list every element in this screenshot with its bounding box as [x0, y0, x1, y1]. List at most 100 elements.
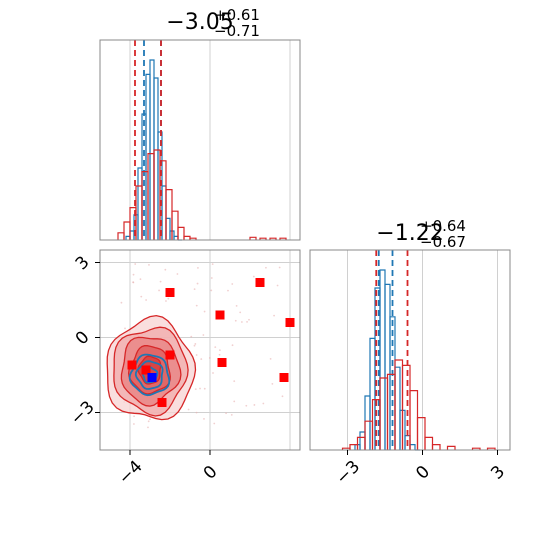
- p2-faint-sample: [132, 281, 135, 284]
- p2-ytick-label: −3: [67, 397, 99, 429]
- p2-faint-sample: [239, 311, 242, 314]
- p1-series-red-bar: [117, 232, 125, 240]
- p2-faint-sample: [276, 284, 279, 287]
- p2-faint-sample: [271, 382, 274, 385]
- p2-blue-marker: [147, 373, 157, 382]
- p2-faint-sample: [196, 282, 199, 285]
- p3-series-red-bar: [394, 359, 404, 450]
- p2-faint-sample: [252, 275, 255, 278]
- p3-series-blue-bar: [364, 395, 371, 450]
- p3-series-blue-bar: [394, 366, 401, 450]
- p2-faint-sample: [233, 400, 236, 403]
- p2-faint-sample: [165, 300, 167, 302]
- p2-faint-sample: [281, 395, 284, 398]
- p3-series-blue-bar: [409, 444, 416, 450]
- p2-faint-sample: [211, 263, 214, 266]
- p2-faint-sample: [246, 320, 248, 323]
- p1-frame: [99, 39, 301, 241]
- p1-series-red-bar: [123, 221, 131, 240]
- p2-faint-sample: [158, 289, 160, 292]
- p2-faint-sample: [149, 418, 151, 421]
- p2-faint-sample: [194, 388, 197, 391]
- p2-faint-sample: [278, 266, 281, 269]
- p2-faint-sample: [197, 267, 199, 269]
- marginal-histogram-param-2: −3 0 3: [309, 249, 511, 489]
- p2-faint-sample: [194, 343, 197, 345]
- p2-faint-sample: [193, 288, 196, 291]
- p1-series-red-bar: [183, 235, 191, 240]
- p2-faint-sample: [139, 278, 142, 281]
- p1-series-red-bar: [189, 237, 197, 240]
- panel2-title-sup: +0.64: [420, 217, 466, 235]
- p2-ytick-label: 0: [72, 327, 94, 349]
- p2-faint-sample: [202, 334, 205, 336]
- p2-red-marker: [141, 365, 151, 375]
- p2-red-marker: [157, 398, 167, 407]
- panel2-title-sub: −0.67: [420, 233, 466, 251]
- p2-red-marker: [217, 358, 227, 367]
- p2-faint-sample: [167, 297, 170, 300]
- p2-faint-sample: [208, 357, 211, 359]
- p2-faint-sample: [203, 418, 205, 420]
- p2-red-marker: [127, 360, 137, 370]
- p2-faint-sample: [193, 344, 196, 347]
- p1-series-red-bar: [177, 226, 185, 240]
- p2-faint-sample: [212, 372, 214, 374]
- p2-faint-sample: [148, 263, 150, 266]
- p3-series-red-bar: [364, 420, 374, 450]
- p2-faint-sample: [269, 358, 272, 360]
- p2-frame: [99, 249, 301, 451]
- panel1-title-value: −3.05: [166, 10, 233, 35]
- p2-faint-sample: [124, 327, 126, 330]
- p2-faint-sample: [199, 387, 201, 390]
- p2-faint-sample: [147, 420, 150, 423]
- p2-faint-sample: [120, 301, 123, 304]
- p2-faint-sample: [134, 263, 137, 265]
- p2-faint-sample: [210, 289, 213, 292]
- p2-faint-sample: [231, 344, 234, 347]
- p2-faint-sample: [248, 318, 250, 321]
- p1-series-red-bar: [135, 185, 143, 240]
- p2-faint-sample: [133, 423, 135, 425]
- p2-faint-sample: [273, 314, 275, 317]
- p2-xtick-label: 0: [200, 462, 222, 484]
- p2-faint-sample: [231, 283, 234, 285]
- p1-series-red-bar: [279, 237, 287, 240]
- p3-series-red-bar: [424, 436, 434, 450]
- p2-faint-sample: [159, 280, 162, 283]
- p2-faint-sample: [225, 412, 227, 415]
- p2-ytick-label: 3: [72, 252, 94, 274]
- p2-faint-sample: [210, 277, 213, 279]
- p2-red-marker: [165, 288, 175, 297]
- p3-series-red-bar: [379, 377, 389, 450]
- p3-xtick-label: 0: [412, 462, 434, 484]
- p3-series-red-bar: [349, 444, 359, 450]
- joint-density-panel: −4 0 3 0 −3: [67, 249, 301, 489]
- p3-series-red-bar: [386, 373, 396, 450]
- p2-faint-sample: [203, 310, 206, 313]
- p2-faint-sample: [262, 402, 265, 405]
- p2-faint-sample: [132, 273, 135, 276]
- p3-series-red-bar: [431, 444, 441, 450]
- p3-frame: [309, 249, 511, 451]
- panel1-title-sub: −0.71: [214, 22, 260, 40]
- p3-series-red-bar: [416, 417, 426, 450]
- p2-blue-contour: [134, 360, 164, 390]
- p2-xtick-label: −4: [115, 457, 147, 489]
- p2-faint-sample: [145, 299, 148, 301]
- p1-series-red-bar: [259, 237, 267, 240]
- p2-faint-sample: [176, 273, 179, 275]
- p2-red-marker: [285, 318, 295, 327]
- p2-faint-sample: [203, 387, 206, 390]
- p2-faint-sample: [200, 358, 203, 360]
- p1-series-red-bar: [171, 210, 179, 240]
- p2-faint-sample: [218, 353, 221, 356]
- p2-faint-sample: [230, 413, 233, 416]
- p2-faint-sample: [187, 408, 190, 411]
- p2-faint-sample: [164, 268, 167, 271]
- p2-faint-sample: [218, 349, 221, 352]
- p2-faint-sample: [195, 354, 198, 356]
- p2-faint-sample: [214, 346, 217, 349]
- p2-faint-sample: [140, 295, 143, 298]
- p2-faint-sample: [235, 304, 238, 307]
